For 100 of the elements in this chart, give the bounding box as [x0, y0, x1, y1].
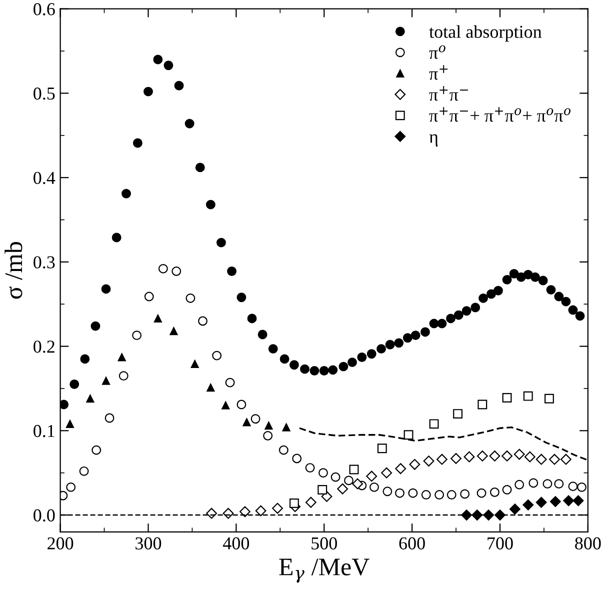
x-tick-label: 700 — [488, 537, 513, 550]
point — [536, 454, 547, 465]
legend-label: π$^{o}$ — [429, 45, 446, 59]
point — [338, 362, 348, 372]
point — [524, 451, 536, 462]
point — [184, 118, 194, 128]
y-tick-label: 0.0 — [34, 509, 55, 522]
y-axis-title: σ /mb — [4, 242, 22, 299]
legend-label: π$^{+}$π$^{−}$ — [429, 86, 468, 101]
point — [272, 502, 283, 514]
point — [502, 485, 512, 494]
text: π$^{+}$π$^{−}$+ π$^{+}$π$^{o}$+ π$^{o}$π$^{o}$ — [429, 107, 571, 122]
point — [575, 311, 585, 321]
point — [292, 454, 302, 464]
point — [70, 380, 80, 389]
point — [522, 499, 534, 510]
point — [434, 490, 444, 500]
point — [381, 467, 392, 478]
x-axis-title: E$_{γ}$ /MeV — [279, 558, 370, 583]
point — [502, 393, 512, 402]
point — [206, 200, 216, 210]
point — [132, 138, 142, 148]
point — [222, 401, 230, 410]
point — [472, 510, 483, 520]
point — [489, 450, 500, 462]
point — [550, 496, 561, 507]
point — [282, 423, 290, 432]
legend-label: total absorption — [429, 25, 542, 42]
point — [349, 464, 359, 474]
point — [66, 420, 74, 428]
point — [305, 463, 315, 473]
point — [494, 286, 503, 296]
point — [154, 314, 162, 322]
point — [268, 344, 278, 354]
point — [101, 284, 111, 294]
point — [158, 264, 168, 274]
point — [206, 508, 218, 519]
point — [478, 400, 488, 410]
y-tick-label: 0.1 — [34, 424, 54, 438]
point — [242, 418, 251, 426]
point — [278, 445, 288, 455]
point — [172, 266, 182, 276]
point — [549, 454, 560, 465]
point — [476, 450, 488, 462]
y-tick-label: 0.6 — [34, 3, 55, 16]
point — [395, 488, 404, 498]
point — [420, 327, 430, 337]
point — [490, 488, 500, 497]
point — [554, 292, 564, 302]
point — [60, 400, 69, 410]
point — [255, 505, 266, 516]
point — [509, 269, 519, 278]
x-tick-label: 300 — [136, 537, 162, 550]
point — [429, 318, 439, 328]
legend-label: η — [429, 134, 438, 147]
x-tick-label: 600 — [399, 537, 425, 550]
point — [337, 483, 348, 494]
point — [470, 302, 480, 312]
point — [319, 366, 329, 376]
point — [348, 358, 357, 368]
point — [102, 376, 110, 385]
point — [227, 266, 236, 276]
point — [502, 450, 512, 462]
point — [310, 366, 320, 376]
point — [536, 496, 547, 508]
point — [462, 306, 472, 316]
point — [577, 482, 586, 492]
point — [153, 54, 163, 64]
point — [478, 294, 488, 303]
point — [366, 349, 376, 359]
point — [212, 350, 222, 360]
point — [357, 352, 367, 362]
point — [568, 482, 578, 492]
point — [112, 232, 122, 242]
point — [90, 321, 100, 331]
point — [170, 327, 178, 336]
point — [79, 466, 89, 476]
point — [144, 86, 153, 96]
point — [118, 353, 126, 362]
point — [483, 510, 494, 520]
point — [225, 378, 235, 388]
point — [144, 292, 154, 302]
point — [402, 333, 412, 343]
point — [561, 296, 571, 306]
x-tick-label: 800 — [575, 537, 601, 550]
point — [250, 414, 260, 424]
point — [395, 463, 406, 474]
y-tick-label: 0.5 — [34, 87, 55, 100]
point — [370, 482, 379, 492]
point — [410, 330, 420, 340]
legend-label: π$^{+}$ — [429, 65, 448, 80]
point — [494, 510, 506, 520]
point — [198, 316, 208, 326]
point — [330, 472, 340, 482]
point — [523, 391, 533, 401]
point — [328, 365, 338, 375]
point — [530, 272, 540, 282]
point — [460, 489, 470, 499]
point — [132, 330, 142, 340]
point — [461, 510, 472, 520]
